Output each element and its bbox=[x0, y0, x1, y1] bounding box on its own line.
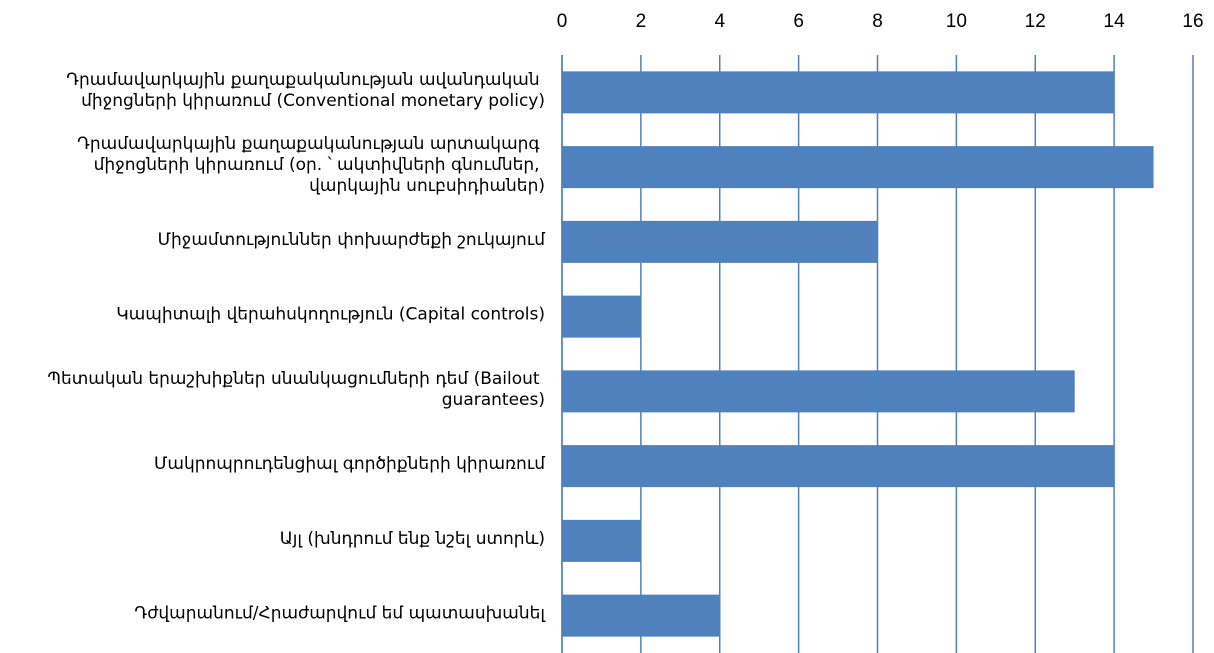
y-tick-label: Դժվարանում/Հրաժարվում եմ պատասխանել bbox=[134, 604, 546, 624]
x-tick-label: 0 bbox=[557, 11, 568, 32]
y-tick-label: Մակրոպրուդենցիալ գործիքների կիրառում bbox=[154, 454, 545, 474]
x-tick-label: 16 bbox=[1182, 11, 1203, 32]
y-tick-label: Պետական երաշխիքներ սնանկացումների դեմ (B… bbox=[47, 369, 545, 410]
bar bbox=[562, 594, 720, 637]
x-tick-label: 14 bbox=[1104, 11, 1126, 32]
x-tick-label: 12 bbox=[1025, 11, 1046, 32]
bar bbox=[562, 295, 641, 338]
bar bbox=[562, 519, 641, 562]
x-tick-label: 6 bbox=[793, 11, 804, 32]
y-tick-label: Կապիտալի վերահսկողություն (Capital contr… bbox=[116, 305, 545, 325]
bar bbox=[562, 71, 1115, 114]
bar bbox=[562, 445, 1115, 488]
x-tick-label: 8 bbox=[872, 11, 883, 32]
y-tick-label: Միջամտություններ փոխարժեքի շուկայում bbox=[158, 230, 546, 250]
x-tick-label: 4 bbox=[714, 11, 725, 32]
y-tick-label: Այլ (խնդրում ենք նշել ստորև) bbox=[280, 529, 545, 549]
bar bbox=[562, 220, 878, 263]
bar bbox=[562, 370, 1075, 413]
bar bbox=[562, 146, 1154, 189]
x-tick-label: 2 bbox=[636, 11, 647, 32]
x-tick-label: 10 bbox=[946, 11, 967, 32]
y-tick-label: Դրամավարկային քաղաքականության ավանդական … bbox=[66, 70, 545, 111]
y-tick-label: Դրամավարկային քաղաքականության արտակարգ մ… bbox=[77, 134, 545, 196]
